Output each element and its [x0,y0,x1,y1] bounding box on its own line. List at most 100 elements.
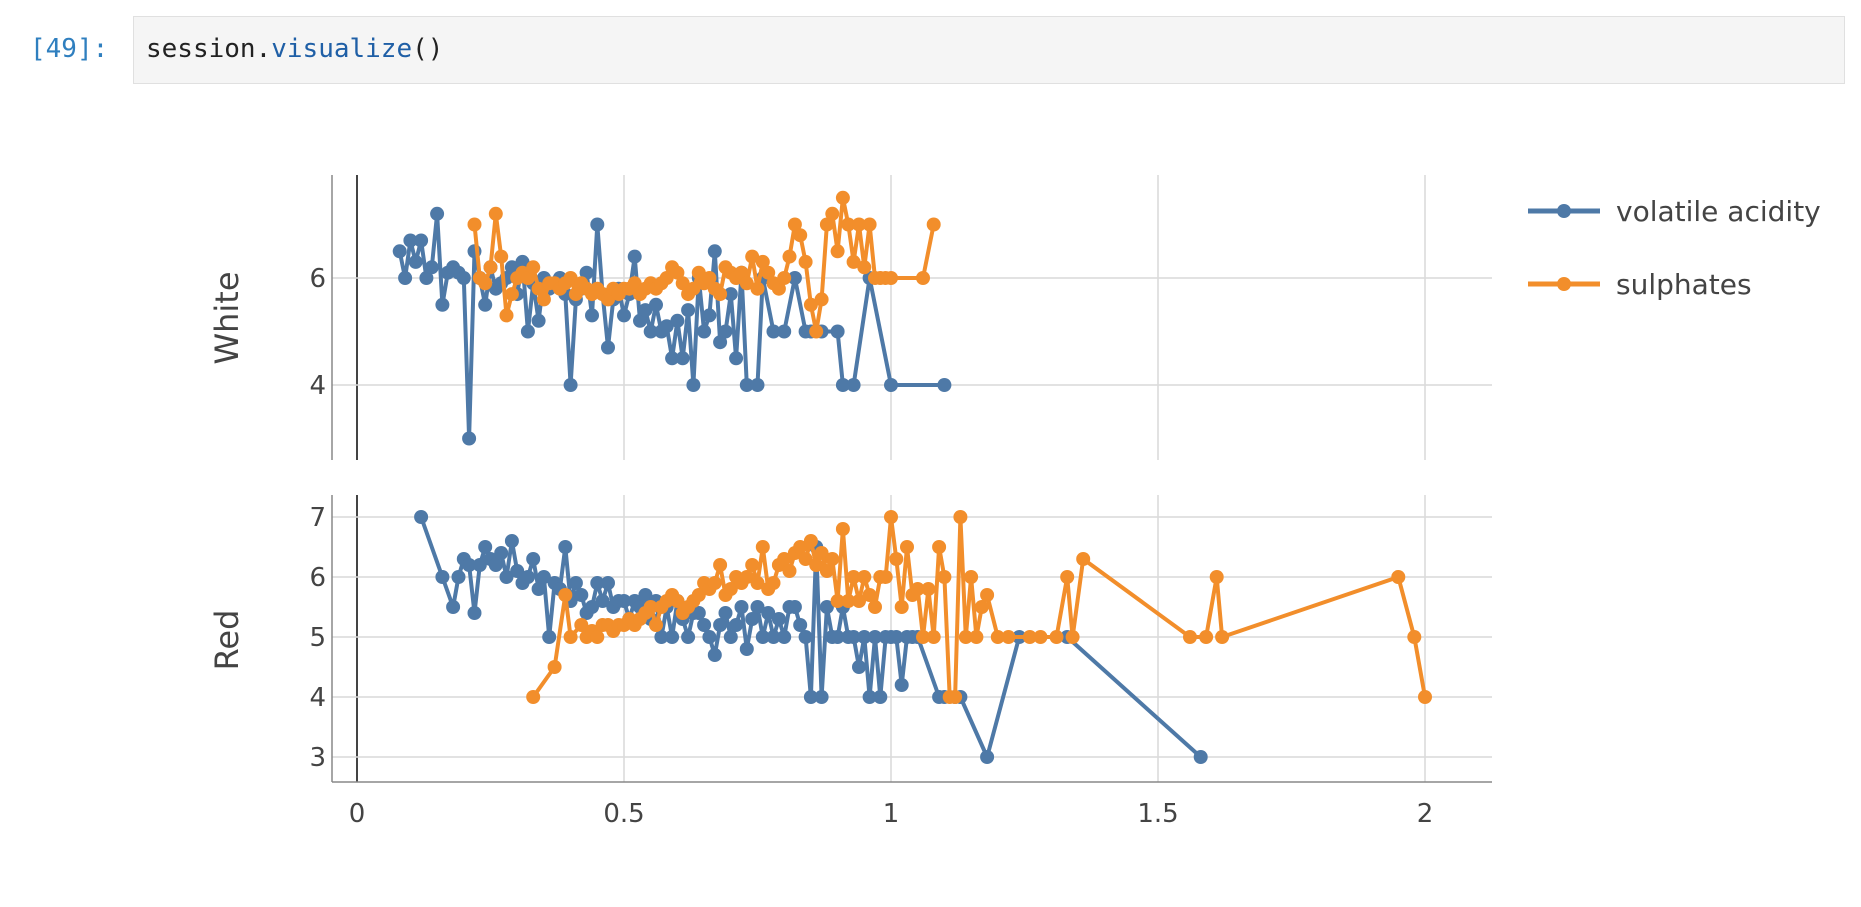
panel1-series-0-point [894,678,909,692]
panel0-series-0-point [659,319,674,334]
panel1-series-1-point [926,630,941,644]
panel1-series-1-point [958,630,973,644]
panel1-series-0-point [707,648,722,662]
panel1-series-1-point [868,600,882,614]
panel1-series-1-point [937,570,952,584]
panel1-series-0-point [691,606,706,620]
panel0-series-0-point [729,351,744,366]
panel0-series-1-point [568,287,583,302]
panel0-series-1-point [926,217,941,232]
panel0-series-0-point [884,378,898,392]
panel0-series-0-point [419,271,434,285]
panel0-series-0-point [601,340,615,355]
panel0-series-0-point [723,287,738,302]
panel1-series-1-point [1022,630,1037,644]
panel1-series-0-point [739,642,754,656]
panel0-series-0-point [670,313,685,328]
panel0-series-0-point [531,313,546,328]
panel0-ytick-0: 4 [309,371,326,401]
code-object: session. [146,34,272,64]
panel1-series-0-point [723,630,738,644]
panel1-ytick-0: 3 [309,743,326,773]
panel0-series-1-point [745,249,760,264]
panel1-series-0-point [488,558,503,572]
panel1-series-0-point [590,576,605,590]
panel0-series-1-point [793,228,808,243]
panel1-series-0-point [494,546,509,560]
panel1-series-1-point [921,582,936,596]
panel0-series-1-point [536,292,551,307]
panel0-series-1-point [857,260,872,275]
panel1-series-1-point [932,540,947,554]
panel1-series-1-point [526,690,541,704]
panel1-series-1-point [755,540,770,554]
panel0-series-1-point [846,254,861,269]
panel1-ytick-1: 4 [309,683,326,713]
panel1-series-1-point [830,594,845,608]
panel1-series-0-point [819,600,834,614]
panel0-series-0-point [713,335,728,350]
panel1-series-0-point [467,606,482,620]
panel1-series-1-point [894,600,909,614]
panel1-series-0-point [889,630,904,644]
panel1-series-1-point [916,630,930,644]
panel1-series-1-point [691,588,706,602]
legend-item-volatile-acidity[interactable]: volatile acidity [1528,195,1821,228]
panel1-series-1-point [910,582,925,596]
panel0-series-0-point [681,303,696,318]
panel0-series-1-point [601,292,615,307]
panel1-series-0-point [617,594,631,608]
panel1-series-1-point [643,600,658,614]
panel1-series-1-point [878,570,893,584]
panel0-series-1-point [670,265,685,280]
panel0-series-1-point [819,217,834,232]
panel1-series-1-point [782,564,797,578]
panel1-ytick-3: 6 [309,563,326,593]
panel1-series-0-point [803,690,818,704]
panel1-series-0-point [852,660,866,674]
panel1-series-0-point [846,630,861,644]
panel1-series-0-point [868,630,882,644]
legend-label-volatile-acidity: volatile acidity [1616,195,1821,228]
panel1-series-0-point [761,606,776,620]
panel0-series-1-point [713,287,728,302]
panel1-series-1-point [1001,630,1016,644]
panel1-series-0-point [504,534,519,548]
legend-item-sulphates[interactable]: sulphates [1528,268,1752,301]
panel1-series-1-point [900,540,914,554]
panel1-series-0-point [595,594,610,608]
panel0-series-0-point [515,254,530,269]
panel0-series-1-point [750,281,765,296]
panel1-series-0-point [585,600,599,614]
panel0-series-1-point [814,292,829,307]
panel1-series-1-point [969,630,984,644]
panel0-series-0-point [686,378,701,392]
panel0-series-1-point [835,190,850,205]
panel0-series-1-point [488,206,503,221]
panel0-series-1-point [862,217,877,232]
panel0-series-1-point [798,254,813,269]
panel1-series-1-point [953,510,968,524]
code-text: session.visualize() [146,34,443,64]
panel0-series-1-point [675,276,690,291]
panel1-series-1-point [835,522,850,536]
panel1-series-0-point [520,570,535,584]
panel1-series-1-point [798,552,813,566]
panel1-series-1-point [574,618,589,632]
panel1-series-1-point [1065,630,1080,644]
panel1-series-1-point [1418,690,1432,704]
panel1-series-0-point [1193,750,1208,764]
panel1-series-1-point [803,534,818,548]
panel1-series-0-point [681,630,696,644]
panel0-series-0-point [835,378,850,392]
panel0-series-0-point [766,324,781,339]
panel1-series-0-point [446,600,461,614]
legend[interactable]: volatile acidity sulphates [1528,195,1821,301]
panel0-series-0-point [403,233,418,248]
panel0-series-1-point [494,249,509,264]
panel1-series-1-point [750,576,765,590]
panel1-series-1-point [964,570,979,584]
panel0-series-0-point [643,324,658,339]
panel1-series-1-point [558,588,573,602]
code-input[interactable]: session.visualize() [133,16,1845,84]
